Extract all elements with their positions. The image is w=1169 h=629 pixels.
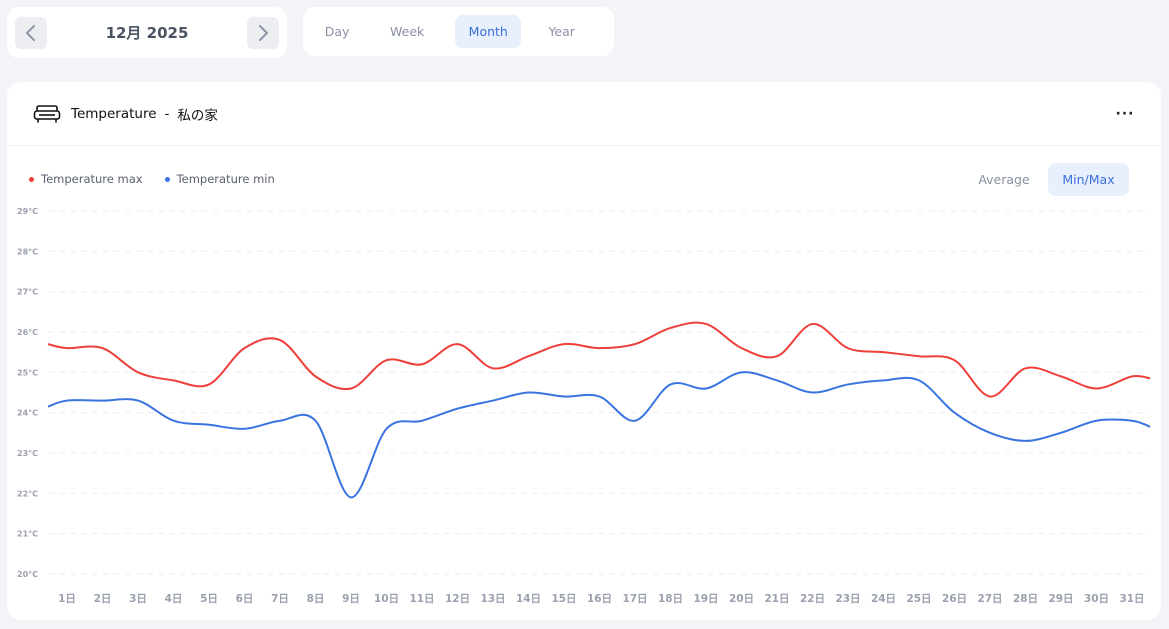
- legend-label-min: Temperature min: [176, 172, 275, 186]
- sofa-icon: [33, 104, 61, 123]
- chevron-right-icon: [258, 24, 268, 41]
- title-separator: -: [164, 105, 170, 122]
- more-options-button[interactable]: ···: [1115, 104, 1135, 124]
- chevron-left-icon: [26, 24, 35, 41]
- tab-week[interactable]: Week: [390, 24, 425, 39]
- prev-month-button[interactable]: [15, 16, 47, 49]
- legend-dot-min: [164, 176, 170, 182]
- legend-item-min[interactable]: Temperature min: [164, 172, 275, 186]
- tab-year[interactable]: Year: [548, 24, 575, 39]
- date-navigator: 12月 2025: [7, 7, 287, 58]
- minmax-mode-button[interactable]: Min/Max: [1048, 163, 1129, 196]
- place-name: 私の家: [177, 107, 218, 124]
- current-month-label: 12月 2025: [105, 24, 189, 42]
- card-header: Temperature - 私の家 ···: [7, 82, 1161, 146]
- legend-dot-max: [29, 176, 34, 182]
- average-mode-button[interactable]: Average: [978, 172, 1030, 187]
- mode-toggle: Average Min/Max: [960, 163, 1129, 196]
- chart-legend: Temperature max Temperature min: [29, 172, 275, 186]
- legend-item-max[interactable]: Temperature max: [29, 172, 143, 186]
- temperature-card: Temperature - 私の家 ··· Temperature max Te…: [7, 82, 1161, 620]
- tab-month[interactable]: Month: [455, 15, 522, 48]
- tab-day[interactable]: Day: [324, 24, 350, 39]
- more-icon: ···: [1115, 106, 1135, 122]
- legend-label-max: Temperature max: [41, 172, 143, 186]
- next-month-button[interactable]: [246, 16, 279, 49]
- card-title: Temperature: [71, 105, 157, 122]
- period-tabs: Day Week Month Year: [303, 7, 614, 56]
